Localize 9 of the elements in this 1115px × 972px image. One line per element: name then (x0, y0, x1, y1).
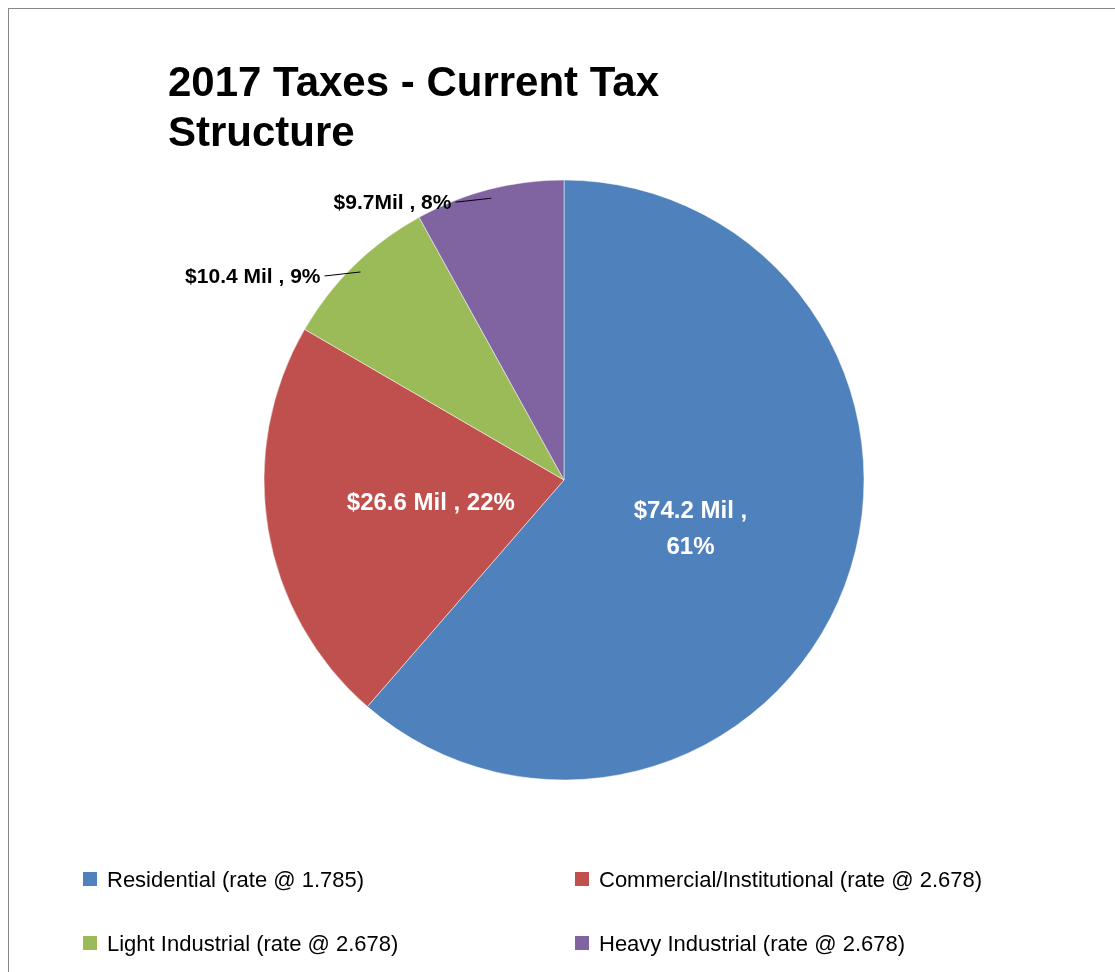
legend-label: Commercial/Institutional (rate @ 2.678) (599, 867, 983, 892)
data-label: $9.7Mil , 8% (333, 190, 452, 214)
legend-label: Heavy Industrial (rate @ 2.678) (599, 931, 906, 956)
data-label: $10.4 Mil , 9% (185, 263, 321, 287)
data-label: $74.2 Mil , 61% (633, 496, 748, 560)
legend-label: Residential (rate @ 1.785) (107, 867, 365, 892)
data-label: $26.6 Mil , 22% (346, 488, 515, 516)
chart-title: 2017 Taxes - Current Tax Structure (168, 58, 660, 155)
legend-label: Light Industrial (rate @ 2.678) (107, 931, 399, 956)
